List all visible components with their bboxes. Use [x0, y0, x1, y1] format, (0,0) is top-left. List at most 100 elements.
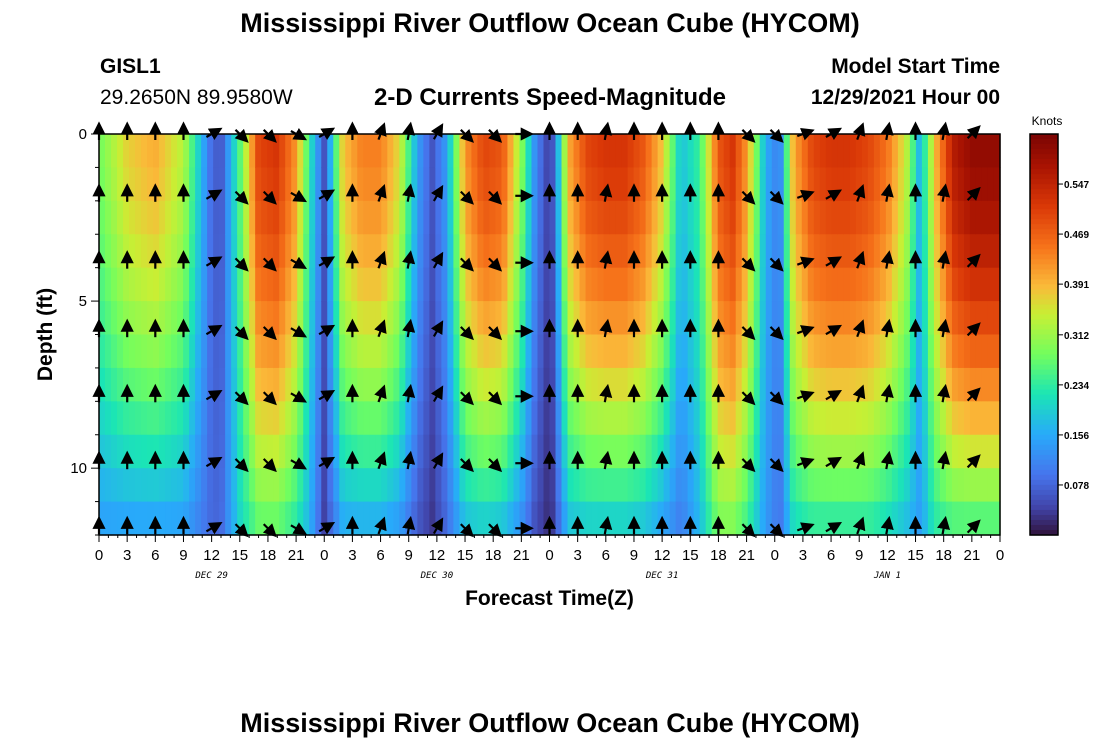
heatmap-cell [783, 367, 791, 402]
heatmap-cell [543, 267, 551, 302]
heatmap-cell [147, 267, 154, 302]
heatmap-cell [963, 267, 971, 302]
heatmap-cell [663, 234, 671, 269]
heatmap-cell [933, 200, 941, 235]
heatmap-cell [789, 468, 797, 503]
heatmap-cell [207, 367, 214, 402]
current-vector [430, 385, 444, 403]
colorbar-cell [1030, 444, 1058, 451]
heatmap-cell [465, 501, 473, 536]
heatmap-cell [357, 468, 364, 503]
heatmap-cell [159, 301, 166, 336]
heatmap-cell [879, 334, 887, 369]
heatmap-cell [237, 434, 244, 469]
heatmap-cell [153, 134, 160, 169]
heatmap-cell [441, 401, 448, 436]
heatmap-cell [471, 301, 479, 336]
current-vector [290, 256, 308, 269]
heatmap-cell [333, 468, 340, 503]
heatmap-cell [147, 200, 154, 235]
chart-subtitle: 2-D Currents Speed-Magnitude [373, 84, 727, 111]
heatmap-cell [771, 200, 779, 235]
heatmap-cell [327, 367, 334, 402]
heatmap-cell [363, 167, 370, 202]
heatmap-cell [261, 134, 268, 169]
heatmap-cell [627, 468, 635, 503]
heatmap-cell [117, 401, 124, 436]
heatmap-cell [519, 267, 527, 302]
colorbar-cell [1030, 394, 1058, 401]
heatmap-cell [489, 234, 497, 269]
heatmap-cell [573, 267, 581, 302]
heatmap-cell [531, 234, 539, 269]
heatmap-cell [921, 334, 929, 369]
heatmap-cell [213, 200, 220, 235]
heatmap-cell [597, 367, 605, 402]
colorbar-cell [1030, 194, 1058, 200]
heatmap-cell [189, 267, 196, 302]
heatmap-cell [459, 267, 467, 302]
colorbar-tick-label: 0.469 [1064, 230, 1089, 241]
heatmap-cell [585, 468, 593, 503]
heatmap-cell [867, 334, 875, 369]
heatmap-cell [663, 134, 671, 169]
heatmap-cell [525, 167, 533, 202]
heatmap-cell [267, 267, 274, 302]
heatmap-cell [231, 167, 238, 202]
heatmap-cell [453, 401, 460, 436]
current-vector [205, 456, 223, 470]
heatmap-cell [699, 167, 707, 202]
heatmap-cell [597, 301, 605, 336]
heatmap-cell [687, 267, 695, 302]
heatmap-cell [843, 434, 851, 469]
heatmap-cell [777, 301, 785, 336]
heatmap-cell [237, 334, 244, 369]
heatmap-cell [693, 234, 701, 269]
heatmap-cell [891, 334, 899, 369]
heatmap-cell [165, 367, 172, 402]
heatmap-cell [135, 234, 142, 269]
heatmap-cell [171, 367, 178, 402]
heatmap-cell [819, 468, 827, 503]
heatmap-cell [801, 167, 809, 202]
heatmap-cell [111, 468, 118, 503]
heatmap-cell [159, 334, 166, 369]
heatmap-cell [369, 167, 376, 202]
x-tick-label: 0 [320, 547, 328, 564]
heatmap-cell [951, 167, 959, 202]
heatmap-cell [651, 234, 659, 269]
current-vector [402, 318, 416, 338]
heatmap-cell [909, 334, 917, 369]
heatmap-cell [327, 501, 334, 536]
colorbar-cell [1030, 159, 1058, 165]
heatmap-cell [327, 267, 334, 302]
heatmap-cell [621, 468, 629, 503]
heatmap-cell [753, 167, 761, 202]
heatmap-cell [225, 367, 232, 402]
heatmap-cell [315, 468, 322, 503]
heatmap-cell [981, 167, 989, 202]
heatmap-cell [885, 134, 893, 169]
heatmap-cell [207, 234, 214, 269]
heatmap-cell [777, 334, 785, 369]
heatmap-cell [561, 301, 569, 336]
heatmap-cell [753, 234, 761, 269]
heatmap-cell [285, 167, 292, 202]
colorbar-cell [1030, 249, 1058, 255]
heatmap-cell [639, 401, 647, 436]
heatmap-cell [483, 301, 491, 336]
colorbar-tick-label: 0.234 [1064, 381, 1089, 392]
heatmap-cell [345, 501, 352, 536]
heatmap-cell [531, 401, 539, 436]
heatmap-cell [723, 434, 731, 469]
heatmap-cell [909, 468, 917, 503]
heatmap-cell [489, 167, 497, 202]
heatmap-cell [399, 234, 406, 269]
heatmap-cell [519, 301, 527, 336]
colorbar-cell [1030, 219, 1058, 225]
heatmap-cell [795, 401, 803, 436]
heatmap-cell [771, 267, 779, 302]
heatmap-cell [981, 200, 989, 235]
current-vector [374, 183, 387, 202]
heatmap-cell [129, 134, 136, 169]
